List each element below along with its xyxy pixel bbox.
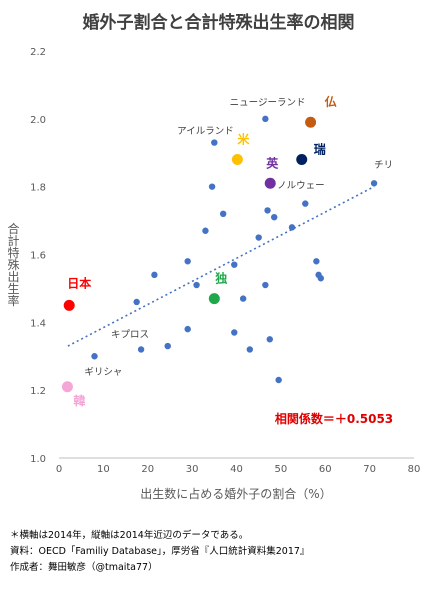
highlighted-point — [264, 177, 276, 189]
annotation-label: チリ — [374, 160, 393, 171]
trend-line — [67, 185, 375, 347]
highlighted-point — [208, 293, 220, 305]
highlighted-point-label: 韓 — [73, 393, 85, 408]
data-point — [208, 183, 216, 190]
data-point — [275, 376, 282, 384]
data-point — [302, 200, 309, 207]
data-point — [271, 213, 278, 221]
annotation-label: ノルウェー — [277, 180, 325, 191]
annotation-label: アイルランド — [177, 126, 234, 137]
annotation-label: ニュージーランド — [230, 97, 306, 108]
y-tick-labels: 1.0 1.2 1.4 1.6 1.8 2.0 2.2 — [30, 47, 46, 465]
x-tick-label: 30 — [186, 464, 199, 475]
x-tick-label: 50 — [275, 464, 288, 475]
y-tick-label: 2.0 — [30, 115, 46, 126]
y-tick-label: 1.0 — [30, 454, 46, 465]
plot-area — [59, 51, 414, 458]
chart-title: 婚外子割合と合計特殊出生率の相関 — [82, 13, 355, 33]
data-point — [288, 224, 296, 231]
data-point — [202, 227, 209, 234]
highlighted-point-label: 日本 — [67, 275, 91, 290]
data-point — [184, 258, 191, 265]
y-tick-label: 2.2 — [30, 47, 46, 58]
scatter-chart: 0 10 20 30 40 50 60 70 80 1.01.21.41.61.82.02.2 … — [6, 47, 421, 501]
notes: ＊横軸は2014年，縦軸は2014年近辺のデータである。 資料：OECD「Fam… — [10, 528, 309, 576]
highlighted-point — [63, 299, 75, 311]
y-axis-label: 合計特殊出生率 — [6, 221, 20, 306]
y-tick-label: 1.4 — [30, 318, 46, 329]
data-point — [262, 281, 269, 289]
highlighted-point — [305, 116, 317, 128]
highlighted-point-label: 独 — [214, 271, 227, 286]
data-point — [193, 281, 200, 289]
data-point — [370, 180, 378, 187]
data-point — [262, 115, 269, 123]
data-points — [91, 115, 378, 384]
highlighted-point-label: 瑞 — [314, 142, 326, 157]
highlighted-point — [61, 381, 73, 393]
data-point — [137, 346, 145, 353]
data-point — [184, 325, 191, 333]
correlation-label: 相関係数＝＋0.5053 — [275, 411, 393, 426]
highlighted-point — [296, 154, 308, 166]
data-point — [266, 336, 273, 343]
axes — [59, 51, 414, 459]
data-point — [133, 298, 140, 306]
x-axis-label: 出生数に占める婚外子の割合（%） — [140, 486, 331, 501]
data-point — [231, 261, 238, 268]
x-tick-label: 10 — [97, 464, 110, 475]
data-point — [164, 342, 171, 350]
data-point — [151, 271, 158, 279]
x-tick-label: 20 — [141, 464, 154, 475]
data-point — [91, 353, 98, 360]
x-tick-label: 0 — [56, 464, 62, 475]
highlighted-point-label: 仏 — [325, 95, 337, 109]
y-tick-label: 1.8 — [30, 183, 46, 194]
data-point — [255, 234, 262, 241]
data-point — [231, 329, 238, 336]
x-tick-label: 70 — [363, 464, 376, 475]
note-line: ＊横軸は2014年，縦軸は2014年近辺のデータである。 — [10, 530, 249, 541]
y-tick-label: 1.2 — [30, 386, 46, 397]
highlighted-point-label: 米 — [237, 132, 250, 147]
highlighted-points: 日本韓 独 米英 瑞 仏 — [61, 95, 337, 408]
author-line: 作成者：舞田敏彦（@tmaita77） — [10, 562, 158, 573]
data-point — [313, 258, 320, 265]
y-tick-label: 1.6 — [30, 251, 46, 262]
source-line: 資料：OECD「Familiy Database」，厚労省『人口統計資料集201… — [10, 546, 310, 557]
x-tick-label: 80 — [408, 464, 421, 475]
data-point — [211, 139, 218, 146]
annotation-label: ギリシャ — [84, 367, 122, 378]
data-point — [239, 295, 247, 302]
data-point — [264, 207, 271, 214]
annotation-label: キプロス — [111, 330, 149, 341]
highlighted-point-label: 英 — [266, 155, 279, 170]
data-point — [246, 346, 254, 353]
x-tick-label: 40 — [230, 464, 243, 475]
data-point — [317, 275, 325, 282]
x-tick-labels: 0 10 20 30 40 50 60 70 80 — [56, 464, 421, 475]
highlighted-point — [231, 154, 243, 166]
data-point — [219, 210, 227, 217]
x-tick-label: 60 — [319, 464, 332, 475]
